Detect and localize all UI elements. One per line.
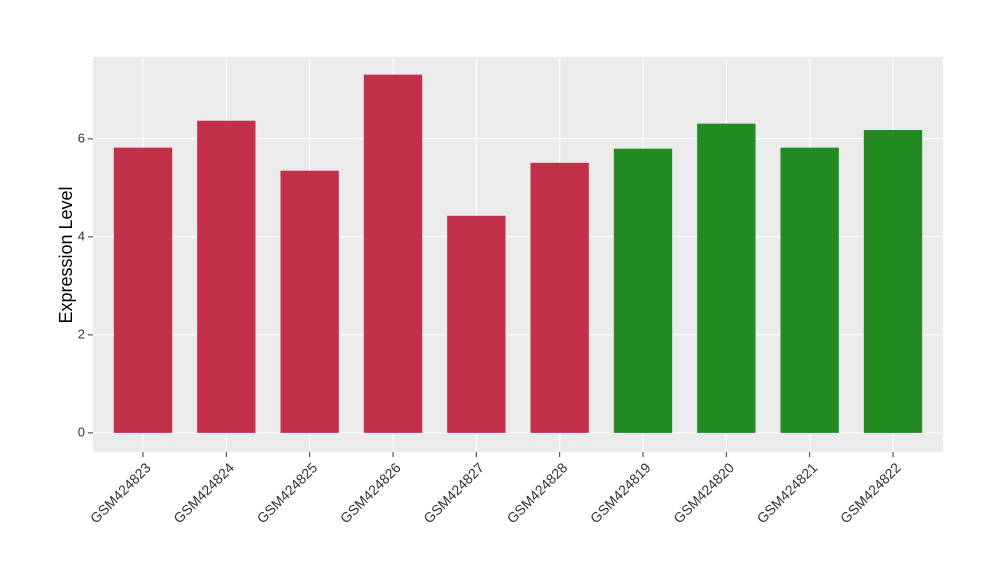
bar (530, 162, 589, 433)
bar (447, 215, 506, 433)
bar (863, 130, 923, 433)
x-tick-label: GSM424819 (587, 459, 654, 526)
bar (280, 170, 339, 433)
bar (363, 74, 423, 433)
bar (780, 147, 839, 433)
bar (697, 123, 756, 433)
bar (613, 148, 673, 433)
x-tick-label: GSM424824 (170, 459, 237, 526)
y-tick-label: 0 (78, 424, 85, 439)
x-tick-label: GSM424828 (504, 459, 571, 526)
bar (113, 147, 173, 433)
y-tick-label: 2 (78, 326, 85, 341)
y-tick-label: 4 (78, 228, 85, 243)
y-tick-label: 6 (78, 130, 85, 145)
x-tick-label: GSM424822 (837, 459, 904, 526)
x-tick-label: GSM424827 (420, 459, 487, 526)
x-tick-label: GSM424820 (670, 459, 737, 526)
bar (197, 120, 256, 433)
x-tick-label: GSM424825 (254, 459, 321, 526)
x-tick-label: GSM424821 (754, 459, 821, 526)
y-axis-title: Expression Level (56, 186, 76, 323)
x-tick-label: GSM424823 (87, 459, 154, 526)
x-tick-label: GSM424826 (337, 459, 404, 526)
